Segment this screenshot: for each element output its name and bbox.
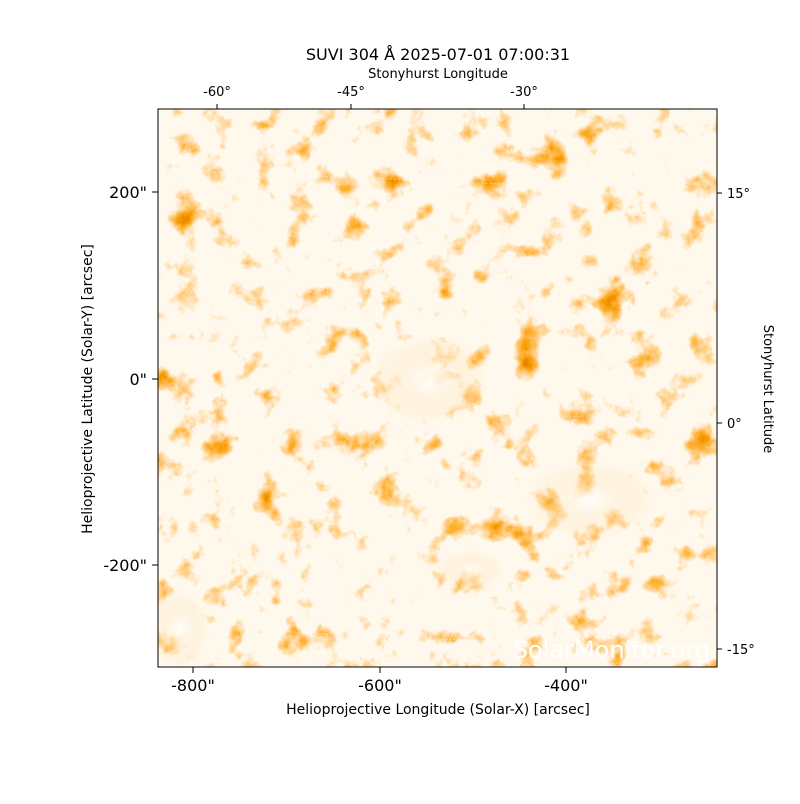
top-tick-label: -60° — [203, 85, 231, 100]
title: SUVI 304 Å 2025-07-01 07:00:31 — [306, 45, 570, 64]
bottom-tick-label: -400" — [544, 676, 588, 695]
right-tick-label: 15° — [727, 187, 750, 202]
top-tick-label: -30° — [510, 85, 538, 100]
left-tick-label: 200" — [109, 183, 147, 202]
top-axis-label: Stonyhurst Longitude — [368, 67, 508, 82]
frame — [157, 108, 718, 668]
solar-image: SolarMonitor.org — [158, 109, 717, 667]
bottom-axis-label: Helioprojective Longitude (Solar-X) [arc… — [286, 702, 590, 718]
right-tick-label: -15° — [727, 643, 755, 658]
left-axis-label: Helioprojective Latitude (Solar-Y) [arcs… — [80, 244, 96, 534]
top-tick-label: -45° — [337, 85, 365, 100]
bottom-tick-label: -800" — [171, 676, 215, 695]
bottom-tick-label: -600" — [358, 676, 402, 695]
watermark: SolarMonitor.org — [513, 636, 710, 664]
left-tick-label: 0" — [129, 370, 147, 389]
left-tick-label: -200" — [103, 556, 147, 575]
right-axis-label: Stonyhurst Latitude — [760, 325, 775, 454]
ticks: -60° -45° -30° -800" -600" -400" 200" 0"… — [103, 85, 754, 695]
right-tick-label: 0° — [727, 417, 742, 432]
